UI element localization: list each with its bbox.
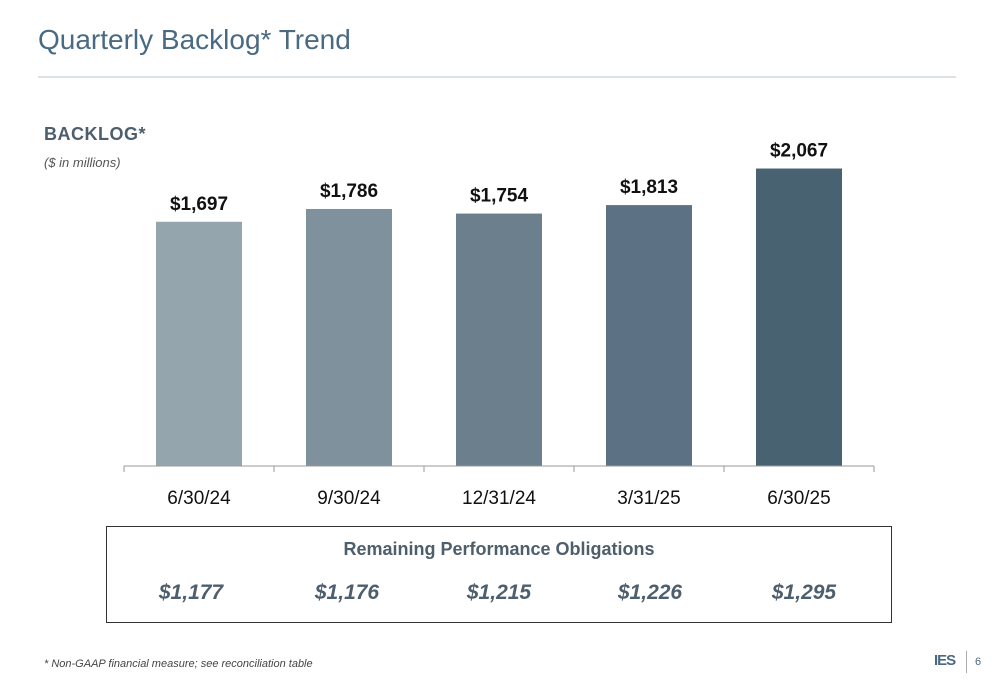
x-tick-label: 9/30/24 — [317, 488, 381, 509]
logo-divider — [966, 651, 967, 673]
rpo-value: $1,295 — [771, 581, 837, 604]
company-logo: IES — [934, 652, 956, 669]
bar — [156, 221, 242, 466]
chart-title: BACKLOG* — [44, 124, 146, 144]
page-title: Quarterly Backlog* Trend — [38, 24, 351, 55]
x-tick-label: 6/30/25 — [767, 488, 830, 509]
bar — [606, 205, 692, 467]
title-divider — [38, 76, 956, 78]
rpo-box: Remaining Performance Obligations $1,177… — [106, 526, 892, 623]
x-tick-label: 6/30/24 — [167, 488, 231, 509]
rpo-value: $1,177 — [158, 581, 224, 604]
x-tick-label: 12/31/24 — [462, 488, 536, 509]
x-tick-label: 3/31/25 — [617, 488, 680, 509]
backlog-bar-chart: $1,697 6/30/24 $1,786 9/30/24 $1,754 12/31/24… — [123, 141, 875, 509]
bar — [756, 168, 842, 466]
bar — [456, 213, 542, 466]
data-label: $1,786 — [320, 181, 378, 202]
data-label: $1,754 — [470, 186, 529, 207]
bar — [306, 208, 392, 466]
rpo-title: Remaining Performance Obligations — [343, 539, 655, 559]
rpo-value: $1,176 — [314, 581, 380, 604]
data-label: $1,697 — [170, 194, 228, 215]
data-label: $2,067 — [770, 141, 828, 162]
chart-subtitle: ($ in millions) — [44, 155, 121, 170]
rpo-value: $1,226 — [617, 581, 683, 604]
footnote: * Non-GAAP financial measure; see reconc… — [44, 658, 313, 670]
page-number: 6 — [975, 656, 982, 668]
data-label: $1,813 — [620, 177, 678, 198]
rpo-value: $1,215 — [466, 581, 532, 604]
